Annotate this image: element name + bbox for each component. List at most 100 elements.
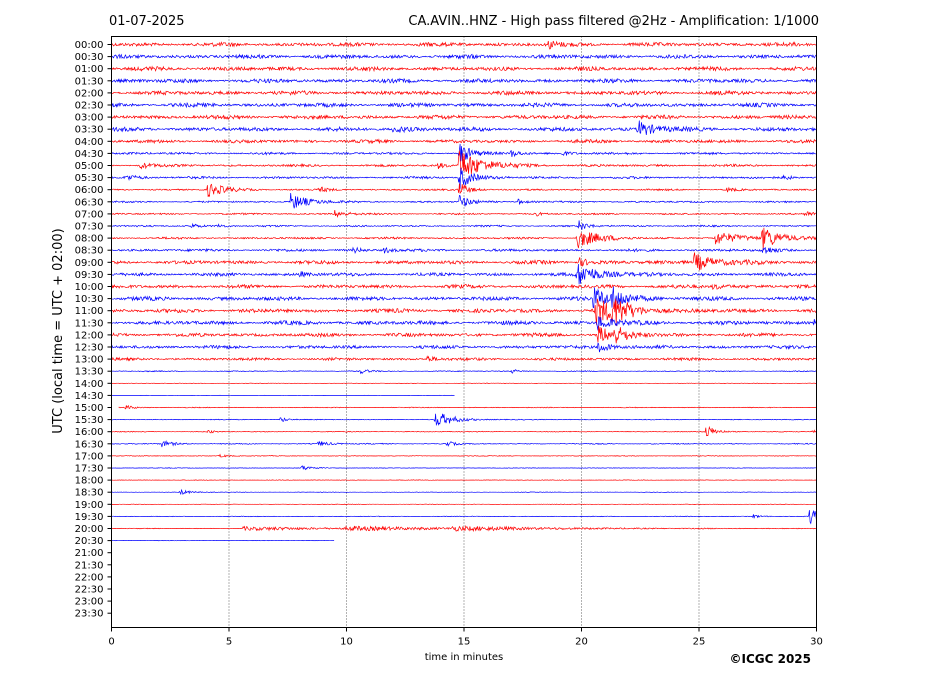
x-tick-label: 0	[108, 637, 114, 648]
y-tick-label: 10:30	[75, 294, 104, 305]
trace-0430	[111, 143, 817, 162]
plot-frame	[111, 36, 817, 628]
y-tick-label: 13:00	[75, 355, 104, 366]
y-tick-label: 07:00	[75, 209, 104, 220]
trace-0800	[111, 227, 817, 251]
y-tick-label: 16:00	[75, 427, 104, 438]
y-tick-label: 06:00	[75, 185, 104, 196]
y-tick-label: 02:00	[75, 88, 104, 99]
y-tick-label: 13:30	[75, 367, 104, 378]
trace-0900	[111, 252, 817, 271]
y-tick-label: 08:00	[75, 234, 104, 245]
y-tick-label: 14:30	[75, 391, 104, 402]
y-tick-label: 00:00	[75, 40, 104, 51]
y-tick-label: 20:00	[75, 524, 104, 535]
trace-0930	[111, 263, 817, 285]
x-tick-label: 10	[340, 637, 353, 648]
x-tick-label: 20	[575, 637, 588, 648]
y-tick-label: 23:00	[75, 597, 104, 608]
trace-0300	[111, 114, 817, 121]
trace-0730	[111, 220, 817, 230]
x-tick-label: 30	[810, 637, 823, 648]
trace-1800	[111, 479, 817, 481]
trace-0030	[111, 53, 817, 60]
y-tick-label: 17:00	[75, 451, 104, 462]
y-tick-label: 17:30	[75, 464, 104, 475]
x-tick-label: 25	[693, 637, 706, 648]
y-tick-label: 20:30	[75, 536, 104, 547]
trace-1730	[111, 465, 817, 471]
y-tick-label: 11:30	[75, 318, 104, 329]
trace-2000	[111, 525, 817, 533]
trace-0000	[111, 40, 817, 50]
trace-0330	[111, 120, 817, 135]
y-tick-label: 03:30	[75, 125, 104, 136]
trace-1900	[111, 503, 817, 505]
x-tick-label: 15	[458, 637, 471, 648]
trace-0400	[111, 138, 817, 145]
trace-1300	[111, 355, 817, 362]
trace-1230	[111, 342, 817, 353]
y-tick-label: 19:30	[75, 512, 104, 523]
x-axis-label: time in minutes	[425, 652, 504, 663]
y-tick-label: 18:30	[75, 488, 104, 499]
vertical-grid	[228, 36, 700, 628]
trace-1130	[111, 316, 817, 331]
y-tick-label: 10:00	[75, 282, 104, 293]
trace-1600	[111, 425, 817, 437]
trace-1700	[111, 453, 817, 458]
y-tick-label: 18:00	[75, 476, 104, 487]
y-tick-label: 00:30	[75, 52, 104, 63]
y-tick-label: 19:00	[75, 500, 104, 511]
trace-1500	[118, 404, 817, 410]
chart-date: 01-07-2025	[109, 14, 185, 29]
y-tick-label: 22:30	[75, 585, 104, 596]
y-tick-label: 11:00	[75, 306, 104, 317]
trace-0830	[111, 246, 817, 255]
trace-1100	[111, 298, 817, 326]
y-tick-label: 14:00	[75, 379, 104, 390]
y-tick-label: 02:30	[75, 101, 104, 112]
x-tick-label: 5	[226, 637, 232, 648]
y-axis-label: UTC (local time = UTC + 02:00)	[51, 228, 66, 433]
trace-0230	[111, 101, 817, 109]
y-tick-label: 04:00	[75, 137, 104, 148]
y-tick-label: 09:00	[75, 258, 104, 269]
y-tick-label: 08:30	[75, 246, 104, 257]
y-tick-label: 21:30	[75, 560, 104, 571]
trace-1330	[111, 369, 817, 375]
trace-1030	[111, 286, 817, 309]
y-tick-label: 16:30	[75, 439, 104, 450]
trace-0630	[111, 192, 817, 209]
x-axis: 0 5 10 15 20 25 30	[108, 627, 823, 648]
trace-0700	[111, 210, 817, 219]
trace-1400	[111, 382, 817, 384]
trace-0130	[111, 77, 817, 84]
y-tick-label: 05:30	[75, 173, 104, 184]
trace-1200	[111, 325, 817, 344]
y-tick-label: 05:00	[75, 161, 104, 172]
y-tick-label: 01:00	[75, 64, 104, 75]
chart-title: CA.AVIN..HNZ - High pass filtered @2Hz -…	[408, 14, 819, 29]
trace-1830	[111, 488, 817, 496]
y-tick-label: 21:00	[75, 548, 104, 559]
trace-0200	[111, 89, 817, 96]
y-tick-label: 12:00	[75, 330, 104, 341]
y-tick-label: 03:00	[75, 113, 104, 124]
trace-1630	[111, 440, 817, 448]
y-tick-label: 04:30	[75, 149, 104, 160]
y-tick-label: 15:30	[75, 415, 104, 426]
y-tick-label: 22:00	[75, 572, 104, 583]
trace-1930	[111, 509, 817, 525]
y-tick-label: 07:30	[75, 222, 104, 233]
y-tick-label: 09:30	[75, 270, 104, 281]
seismic-traces	[111, 40, 817, 542]
trace-0500	[111, 150, 817, 175]
y-tick-label: 15:00	[75, 403, 104, 414]
y-tick-label: 01:30	[75, 76, 104, 87]
trace-0100	[111, 65, 817, 73]
copyright-text: ©ICGC 2025	[729, 652, 811, 666]
trace-0530	[111, 167, 817, 189]
